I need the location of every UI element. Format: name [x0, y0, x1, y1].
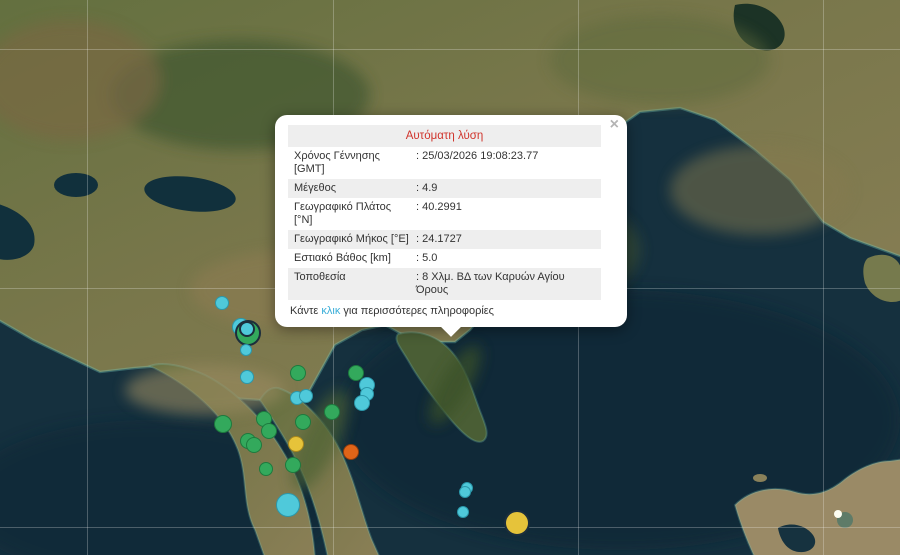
earthquake-marker-yellow[interactable] [288, 436, 304, 452]
popup-row: Γεωγραφικό Μήκος [°E] : 24.1727 [288, 230, 601, 249]
town-light [834, 510, 842, 518]
popup-footer: Κάντε κλικ για περισσότερες πληροφορίες [288, 300, 601, 319]
popup-row-label: Χρόνος Γέννησης [GMT] [294, 150, 380, 175]
popup-table-body: Χρόνος Γέννησης [GMT] : 25/03/2026 19:08:… [288, 147, 601, 300]
popup-row-value: : 40.2991 [416, 201, 462, 213]
footer-text-suffix: για περισσότερες πληροφορίες [340, 305, 494, 317]
lake-volvi [144, 176, 236, 212]
popup-row-label: Γεωγραφικό Μήκος [°E] [294, 233, 409, 245]
close-icon[interactable]: × [609, 116, 619, 133]
popup-row: Χρόνος Γέννησης [GMT] : 25/03/2026 19:08:… [288, 147, 601, 179]
lake-koronia [54, 173, 98, 197]
earthquake-marker-green[interactable] [324, 404, 340, 420]
earthquake-marker-green[interactable] [348, 365, 364, 381]
earthquake-marker-cyan[interactable] [354, 395, 370, 411]
coastal-lagoon [0, 204, 35, 260]
earthquake-marker-yellow[interactable] [504, 510, 530, 536]
popup-row-value: : 5.0 [416, 252, 438, 264]
earthquake-marker-cyan[interactable] [299, 389, 313, 403]
earthquake-marker-cyan[interactable] [215, 296, 229, 310]
popup-row-label: Γεωγραφικό Πλάτος [°N] [294, 201, 392, 226]
earthquake-marker-cyan[interactable] [240, 344, 252, 356]
popup-row: Μέγεθος : 4.9 [288, 179, 601, 198]
popup-row: Εστιακό Βάθος [km] : 5.0 [288, 249, 601, 268]
earthquake-marker-green[interactable] [295, 414, 311, 430]
popup-row-label: Εστιακό Βάθος [km] [294, 252, 391, 264]
more-info-link[interactable]: κλικ [321, 305, 341, 317]
earthquake-marker-green[interactable] [246, 437, 262, 453]
earthquake-marker-green[interactable] [261, 423, 277, 439]
popup-row: Τοποθεσία : 8 Χλμ. ΒΔ των Καρυών Αγίου Όρ… [288, 268, 601, 300]
lemnos-bay [778, 524, 816, 553]
popup-row-label: Τοποθεσία [294, 271, 346, 283]
earthquake-marker-cyan[interactable] [239, 321, 255, 337]
earthquake-marker-cyan[interactable] [457, 506, 469, 518]
popup-row-value: : 25/03/2026 19:08:23.77 [416, 150, 539, 162]
popup-title: Αυτόματη λύση [288, 125, 601, 147]
popup-row-value: : 8 Χλμ. ΒΔ των Καρυών Αγίου Όρους [416, 271, 565, 296]
earthquake-marker-green[interactable] [259, 462, 273, 476]
earthquake-marker-cyan[interactable] [276, 493, 300, 517]
island-lemnos [733, 458, 900, 555]
popup-row-value: : 24.1727 [416, 233, 462, 245]
earthquake-marker-green[interactable] [214, 415, 232, 433]
earthquake-marker-green[interactable] [290, 365, 306, 381]
earthquake-marker-green[interactable] [285, 457, 301, 473]
earthquake-marker-cyan[interactable] [459, 486, 471, 498]
event-popup: × Αυτόματη λύση Χρόνος Γέννησης [GMT] : 2… [275, 115, 627, 337]
popup-row: Γεωγραφικό Πλάτος [°N] : 40.2991 [288, 198, 601, 230]
island-right [863, 254, 900, 302]
footer-text-prefix: Κάντε [290, 305, 322, 317]
earthquake-marker-cyan[interactable] [240, 370, 254, 384]
earthquake-marker-orange[interactable] [343, 444, 359, 460]
islet [753, 474, 767, 482]
popup-row-label: Μέγεθος [294, 182, 337, 194]
popup-row-value: : 4.9 [416, 182, 438, 194]
